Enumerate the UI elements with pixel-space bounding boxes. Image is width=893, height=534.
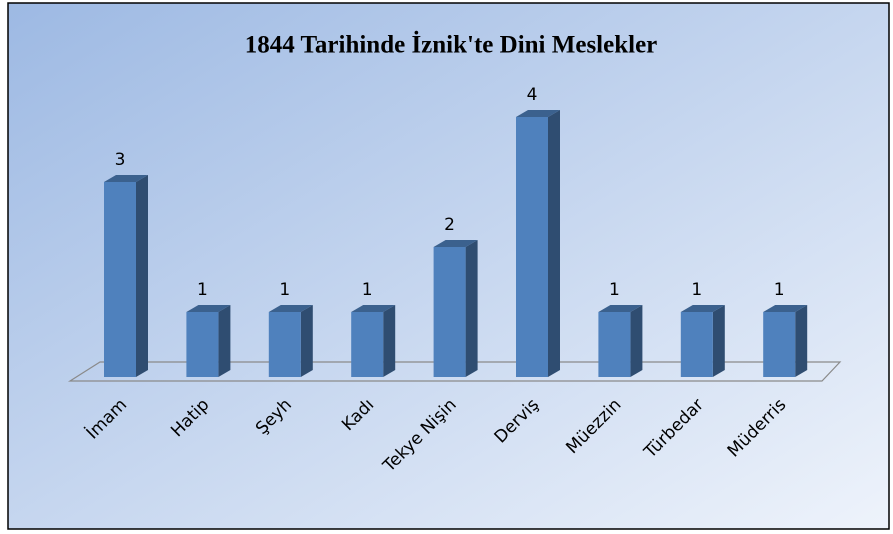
- chart-title: 1844 Tarihinde İznik'te Dini Meslekler: [245, 31, 658, 59]
- bar-top: [680, 305, 725, 312]
- value-label: 2: [444, 215, 455, 235]
- bar-top: [433, 240, 478, 247]
- value-label: 4: [527, 85, 538, 105]
- bar-front: [763, 312, 796, 377]
- bar-top: [104, 175, 148, 182]
- bar: [433, 240, 478, 377]
- bar-side: [630, 305, 643, 377]
- value-label: 1: [691, 280, 702, 300]
- value-label: 1: [362, 280, 373, 300]
- bar-side: [136, 175, 148, 377]
- bar-side: [712, 305, 725, 377]
- bar-side: [383, 305, 396, 377]
- value-label: 3: [115, 150, 126, 170]
- bar-top: [351, 305, 396, 312]
- bar-front: [598, 312, 631, 377]
- bar: [680, 305, 725, 377]
- bar: [598, 305, 643, 377]
- bar-side: [795, 305, 808, 377]
- bar-top: [598, 305, 643, 312]
- bar-front: [186, 312, 219, 377]
- bar-top: [516, 110, 560, 117]
- bar-front: [351, 312, 384, 377]
- bar-front: [268, 312, 301, 377]
- bar-top: [763, 305, 808, 312]
- bar-front: [104, 182, 136, 377]
- bar: [763, 305, 808, 377]
- bar-front: [433, 247, 466, 377]
- bar-side: [548, 110, 560, 377]
- bar: [351, 305, 396, 377]
- value-label: 1: [609, 280, 620, 300]
- bar-side: [300, 305, 313, 377]
- bar-side: [218, 305, 231, 377]
- bar-side: [465, 240, 478, 377]
- value-label: 1: [774, 280, 785, 300]
- bar: [104, 175, 148, 377]
- bar: [268, 305, 313, 377]
- bar-front: [680, 312, 713, 377]
- floor: [67, 361, 842, 382]
- bar: [516, 110, 560, 377]
- bar-top: [268, 305, 313, 312]
- bar-top: [186, 305, 231, 312]
- value-label: 1: [279, 280, 290, 300]
- bar: [186, 305, 231, 377]
- value-label: 1: [197, 280, 208, 300]
- bar-front: [516, 117, 548, 377]
